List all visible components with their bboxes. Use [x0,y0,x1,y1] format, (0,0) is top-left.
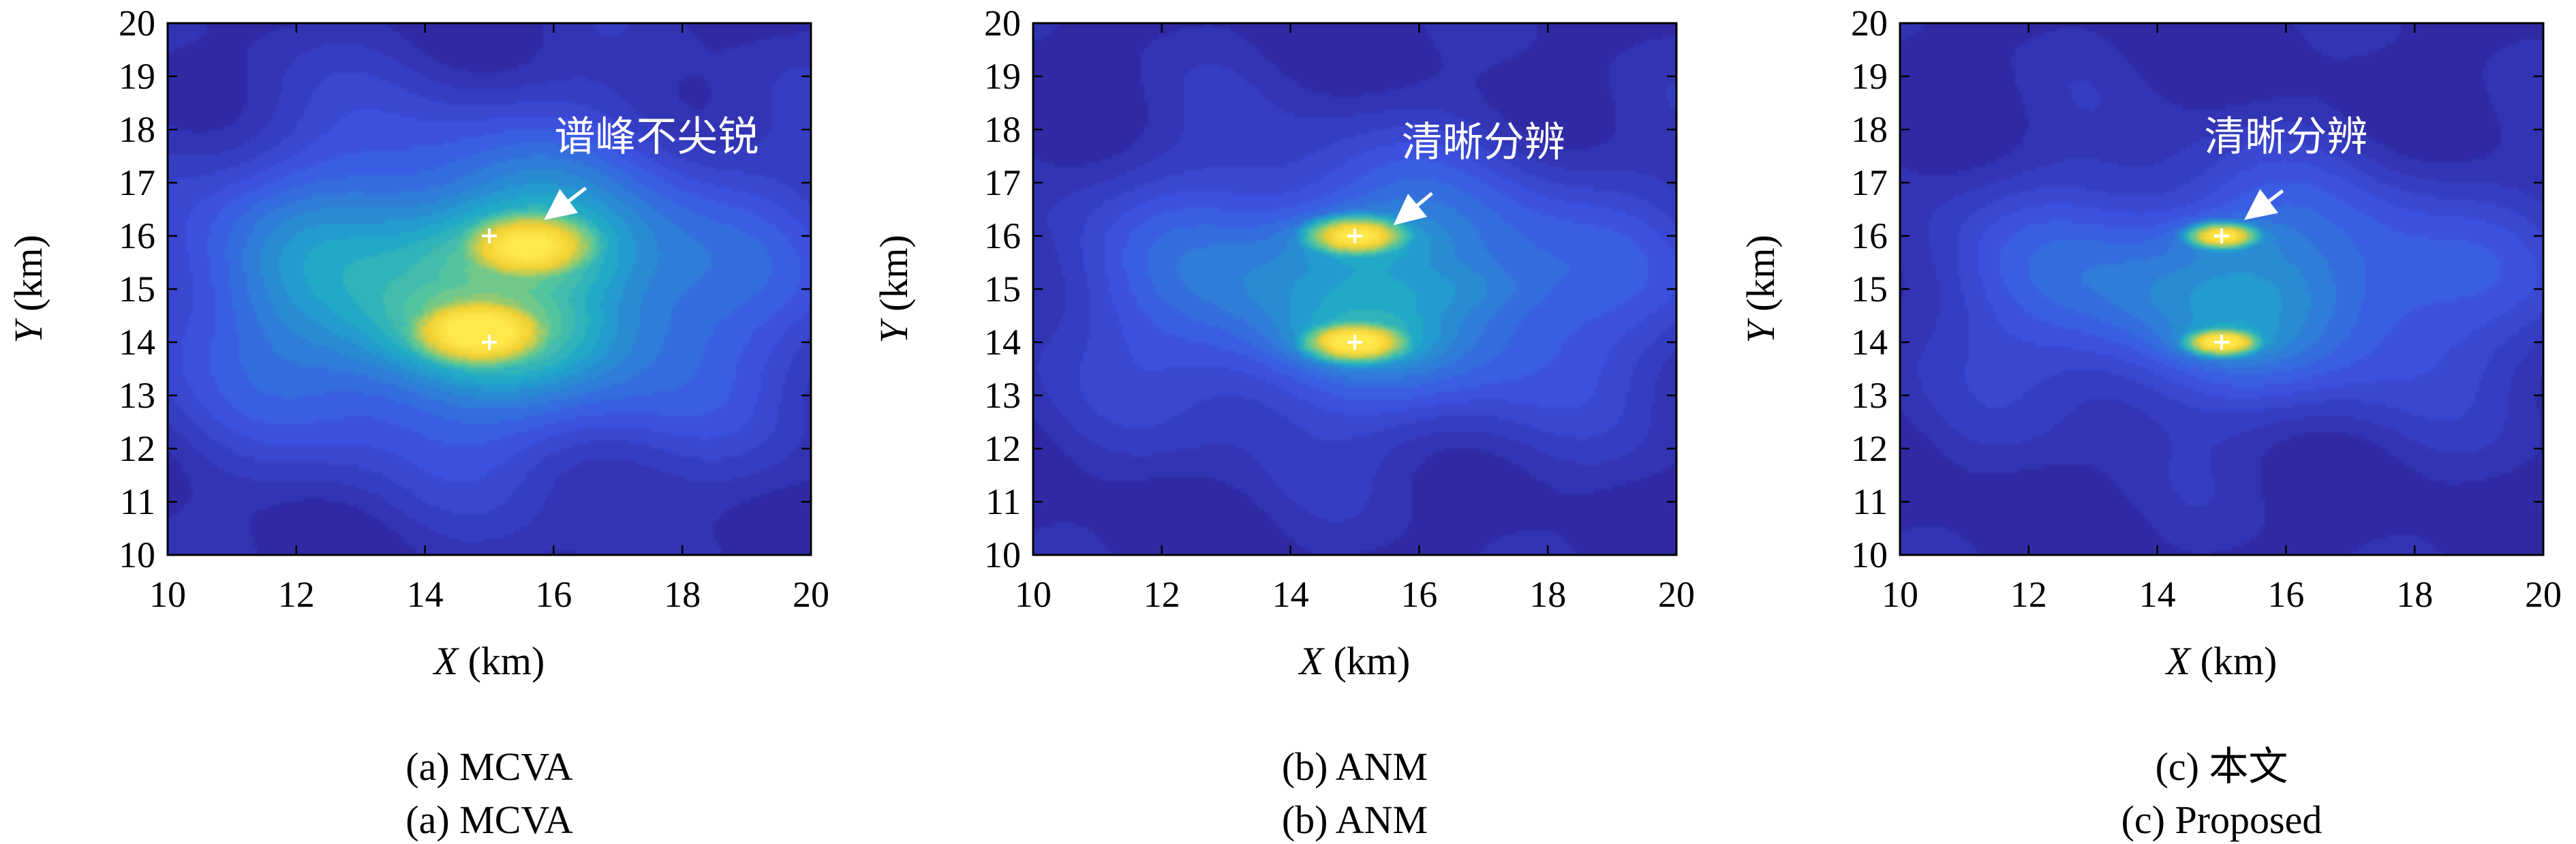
panel-caption: (a) MCVA [405,798,573,842]
y-tick-label: 12 [119,428,155,469]
heatmap-surface [1033,23,1676,555]
y-tick-label: 16 [1851,215,1888,256]
panel-2: 10 12 14 16 18 20 10 11 12 13 14 15 16 17 18 19 20 X (km)… [872,3,1695,842]
y-axis-label: Y (km) [1738,235,1783,344]
y-tick-label: 19 [119,56,155,97]
annotation-arrow-shaft [1416,192,1433,207]
x-tick-label: 16 [1400,574,1437,615]
annotation-arrow-shaft [2268,189,2284,202]
y-tick-label: 17 [984,162,1021,203]
y-tick-label: 11 [1852,481,1888,522]
y-tick-label: 19 [984,56,1021,97]
y-tick-label: 13 [1851,375,1888,416]
x-tick-label: 10 [1015,574,1052,615]
panel-1: 10 12 14 16 18 20 10 11 12 13 14 15 16 17 18 19 20 X (km)… [6,3,829,842]
heatmap-surface [1900,23,2543,555]
panel-caption: (c) Proposed [2121,798,2322,842]
y-tick-label: 13 [119,375,155,416]
y-tick-label: 14 [119,322,155,363]
y-tick-label: 10 [1851,534,1888,575]
y-axis-label: Y (km) [872,235,916,344]
x-tick-label: 14 [2139,574,2176,615]
y-axis-label: Y (km) [6,235,50,344]
target-marker [2214,228,2229,243]
y-tick-label: 14 [984,322,1021,363]
y-tick-label: 15 [1851,269,1888,310]
annotation-arrow-head [1393,194,1428,226]
annotation-text: 清晰分辨 [1402,119,1565,166]
y-tick-label: 16 [119,215,155,256]
y-tick-label: 16 [984,215,1021,256]
x-tick-label: 12 [1144,574,1180,615]
y-tick-label: 18 [984,109,1021,150]
x-tick-label: 18 [1529,574,1566,615]
x-tick-label: 20 [1658,574,1695,615]
y-tick-label: 12 [1851,428,1888,469]
y-tick-label: 18 [1851,109,1888,150]
y-tick-label: 11 [120,481,155,522]
annotation-arrow-shaft [568,186,587,202]
target-marker [1347,335,1362,350]
y-tick-label: 20 [119,3,155,44]
panel-caption: (b) ANM [1282,744,1428,789]
target-marker [482,335,497,350]
x-tick-label: 12 [278,574,315,615]
target-marker [2214,335,2229,350]
y-tick-label: 10 [119,534,155,575]
panel-3: 10 12 14 16 18 20 10 11 12 13 14 15 16 17 18 19 20 X (km)… [1738,3,2562,842]
annotation-text: 谱峰不尖锐 [554,113,758,161]
x-axis-label: X (km) [433,639,545,683]
annotation-arrow-head [544,189,579,220]
y-tick-label: 17 [119,162,155,203]
annotation-text: 清晰分辨 [2204,113,2367,161]
x-tick-label: 18 [2396,574,2433,615]
y-tick-label: 11 [985,481,1021,522]
y-tick-label: 14 [1851,322,1888,363]
target-marker [1347,228,1362,243]
x-tick-label: 10 [149,574,186,615]
y-tick-label: 15 [119,269,155,310]
x-tick-label: 20 [793,574,829,615]
x-tick-label: 14 [407,574,444,615]
panel-caption: (a) MCVA [405,744,573,789]
heatmap-surface [168,23,811,555]
y-tick-label: 13 [984,375,1021,416]
panel-caption: (c) 本文 [2156,744,2288,789]
target-marker [482,228,497,243]
y-tick-label: 17 [1851,162,1888,203]
x-axis-label: X (km) [1298,639,1411,683]
x-tick-label: 10 [1882,574,1918,615]
y-tick-label: 19 [1851,56,1888,97]
y-tick-label: 18 [119,109,155,150]
y-tick-label: 10 [984,534,1021,575]
x-tick-label: 12 [2010,574,2047,615]
panel-caption: (b) ANM [1282,798,1428,842]
x-tick-label: 16 [535,574,572,615]
y-tick-label: 15 [984,269,1021,310]
x-tick-label: 20 [2525,574,2562,615]
x-tick-label: 14 [1272,574,1309,615]
y-tick-label: 20 [1851,3,1888,44]
annotation-arrow-head [2244,189,2278,220]
x-tick-label: 18 [664,574,701,615]
y-tick-label: 12 [984,428,1021,469]
x-tick-label: 16 [2267,574,2304,615]
x-axis-label: X (km) [2165,639,2278,683]
y-tick-label: 20 [984,3,1021,44]
